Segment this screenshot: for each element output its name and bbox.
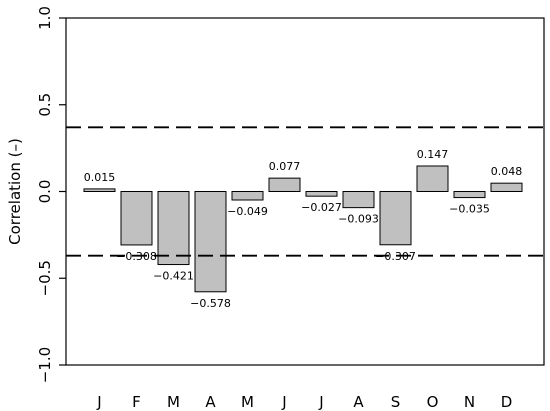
bar	[453, 191, 486, 199]
y-axis: 1.0 0.5 0.0 −0.5 −1.0	[36, 6, 66, 383]
x-tick-label: O	[427, 393, 439, 411]
data-label: −0.049	[227, 205, 268, 218]
x-tick-label: J	[281, 393, 286, 411]
data-label: −0.307	[375, 250, 416, 263]
bar	[157, 191, 190, 266]
y-tick-label: −0.5	[36, 260, 54, 296]
data-label: −0.027	[301, 201, 342, 214]
data-label: −0.421	[153, 270, 194, 283]
bars	[83, 165, 523, 293]
x-tick-label: A	[205, 393, 216, 411]
data-label: 0.077	[269, 160, 301, 173]
x-tick-label: M	[241, 393, 254, 411]
y-tick-label: −1.0	[36, 347, 54, 383]
x-tick-label: S	[391, 393, 401, 411]
x-tick-label: A	[353, 393, 364, 411]
bar	[490, 182, 523, 192]
data-label: −0.035	[449, 203, 490, 216]
y-tick-label: 1.0	[36, 6, 54, 30]
bar	[83, 188, 116, 193]
bar	[231, 191, 264, 201]
data-label: 0.048	[491, 165, 523, 178]
plot-frame	[65, 17, 545, 366]
x-tick-label: M	[167, 393, 180, 411]
data-label: −0.578	[190, 297, 231, 310]
x-tick-label: D	[501, 393, 513, 411]
y-tick-label: 0.0	[36, 180, 54, 204]
bar	[194, 191, 227, 293]
x-tick-label: F	[132, 393, 141, 411]
bar	[268, 177, 301, 193]
bar	[379, 191, 412, 246]
x-tick-label: J	[96, 393, 101, 411]
data-label: 0.147	[417, 148, 449, 161]
data-label: 0.015	[84, 171, 116, 184]
data-label: −0.093	[338, 213, 379, 226]
bar	[305, 191, 338, 197]
x-tick-label: J	[318, 393, 323, 411]
bar	[342, 191, 375, 209]
threshold-lines	[66, 126, 544, 257]
x-tick-label: N	[464, 393, 475, 411]
data-label: −0.308	[116, 250, 157, 263]
y-axis-title: Correlation (–)	[6, 138, 24, 245]
y-tick-label: 0.5	[36, 93, 54, 117]
value-labels: 0.015 −0.308 −0.421 −0.578 −0.049 0.077 −0.027…	[84, 148, 523, 310]
bar	[416, 165, 449, 192]
bar	[120, 191, 153, 246]
